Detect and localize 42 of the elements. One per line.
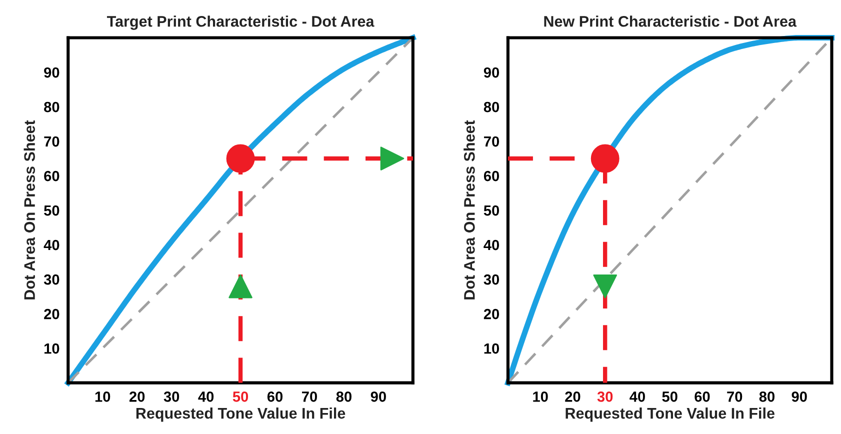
x-tick-label: 90 — [792, 392, 807, 402]
y-tick-label: 90 — [484, 67, 500, 78]
y-tick-label: 10 — [44, 343, 60, 354]
y-tick-label: 70 — [44, 136, 60, 147]
chart-title: New Print Characteristic - Dot Area — [544, 16, 797, 27]
x-tick-label: 40 — [630, 392, 645, 402]
x-tick-label: 70 — [302, 392, 317, 402]
y-tick-label: 70 — [484, 136, 500, 147]
y-tick-label: 60 — [44, 170, 60, 182]
y-tick-label: 20 — [44, 308, 60, 320]
y-tick-label: 10 — [484, 343, 500, 354]
y-tick-label: 40 — [44, 240, 60, 250]
x-tick-label: 20 — [565, 392, 580, 402]
x-tick-label: 60 — [267, 392, 283, 402]
chart-title: Target Print Characteristic - Dot Area — [106, 16, 374, 30]
y-tick-label: 20 — [484, 308, 500, 320]
x-axis-title: Requested Tone Value In File — [136, 407, 346, 422]
y-tick-label: 30 — [484, 274, 500, 285]
x-tick-label: 80 — [759, 392, 775, 402]
x-tick-label: 20 — [129, 392, 145, 402]
y-tick-label: 50 — [484, 205, 500, 216]
x-tick-label: 90 — [370, 392, 386, 402]
y-tick-label: 90 — [44, 67, 60, 78]
y-tick-label: 30 — [44, 274, 60, 285]
x-tick-label: 70 — [727, 392, 742, 402]
x-tick-label: 60 — [694, 392, 710, 402]
y-tick-label: 80 — [44, 102, 60, 112]
x-tick-label: 10 — [95, 392, 110, 402]
y-tick-label: 60 — [484, 170, 500, 182]
x-axis-title: Requested Tone Value In File — [566, 407, 774, 422]
x-tick-label: 10 — [533, 392, 548, 402]
x-tick-label: 30 — [597, 392, 613, 402]
y-axis-title: Dot Area On Press Sheet — [464, 120, 475, 300]
y-tick-label: 80 — [484, 102, 500, 112]
y-axis-title: Dot Area On Press Sheet — [24, 120, 35, 300]
x-tick-label: 50 — [662, 392, 678, 402]
x-tick-label: 80 — [336, 392, 352, 402]
y-tick-label: 40 — [484, 240, 500, 250]
y-tick-label: 50 — [44, 205, 60, 216]
x-tick-label: 50 — [232, 392, 248, 402]
x-tick-label: 40 — [198, 392, 214, 402]
x-tick-label: 30 — [164, 392, 180, 402]
